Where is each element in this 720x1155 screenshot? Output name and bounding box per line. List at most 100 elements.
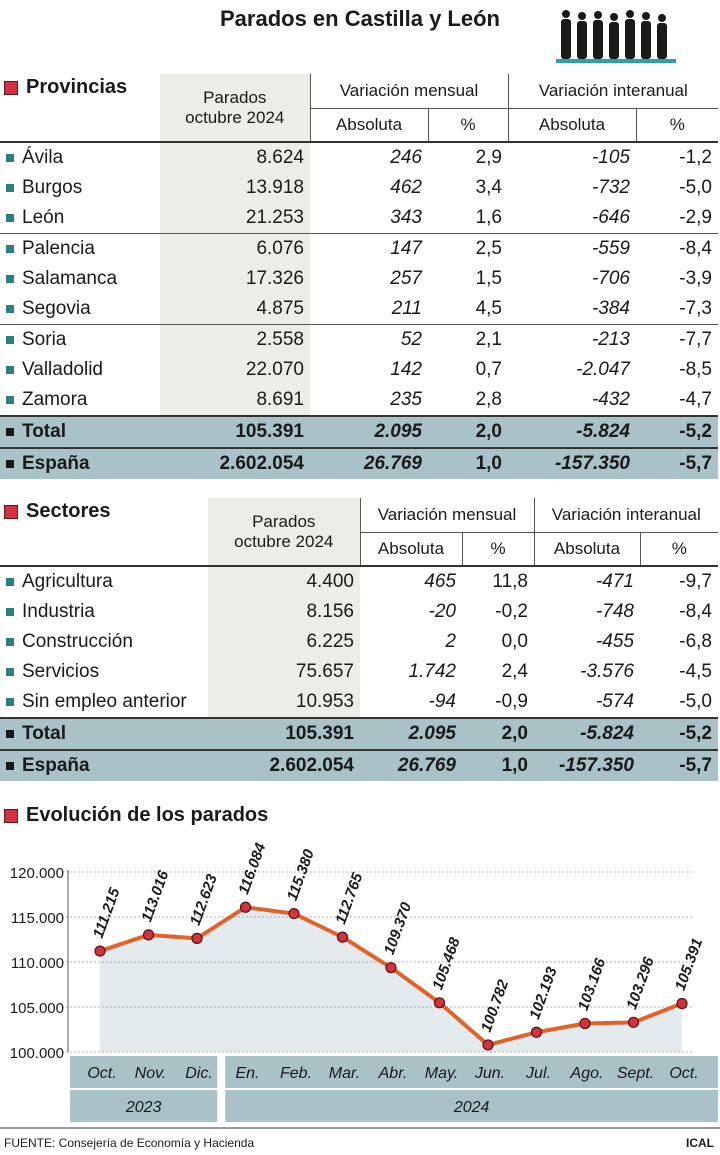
- table-row: Segovia 4.875 211 4,5 -384 -7,3: [0, 294, 718, 325]
- teal-bullet-icon: [6, 395, 14, 404]
- cell-mensual-abs: 235: [390, 389, 422, 410]
- cell-interanual-abs: -471: [534, 565, 640, 597]
- y-tick-label: 105.000: [10, 1000, 64, 1017]
- cell-parados: 8.156: [208, 597, 360, 627]
- cell-interanual-pct: -6,8: [679, 631, 712, 652]
- row-name: Ávila: [0, 141, 160, 173]
- cell-parados: 6.076: [160, 233, 310, 264]
- cell-mensual-pct: 2,0: [428, 415, 508, 448]
- data-point: [142, 929, 155, 941]
- table-row: Soria 2.558 52 2,1 -213 -7,7: [0, 324, 718, 355]
- cell-mensual-abs: 465: [360, 565, 462, 597]
- sub-pct: %: [461, 532, 534, 566]
- cell-mensual-pct: 2,8: [475, 389, 502, 410]
- row-name: Total: [0, 717, 208, 750]
- cell-mensual-abs: 142: [390, 359, 422, 380]
- cell-parados: 4.400: [208, 565, 360, 597]
- x-tick-label: Dic.: [185, 1065, 213, 1082]
- teal-bullet-icon: [6, 577, 14, 586]
- sub-pct: %: [639, 532, 718, 566]
- black-bullet-icon: [6, 761, 14, 770]
- cell-mensual-pct: 2,0: [462, 717, 534, 750]
- x-tick-label: Ago.: [570, 1065, 604, 1082]
- row-name: León: [0, 203, 160, 234]
- col-interanual-header: Variación interanual: [533, 498, 718, 533]
- data-point: [191, 932, 203, 944]
- cell-mensual-abs: 52: [310, 324, 428, 355]
- sectores-heading: Sectores: [4, 500, 111, 523]
- sub-absoluta: Absoluta: [507, 108, 636, 142]
- teal-bullet-icon: [6, 244, 14, 253]
- data-point: [676, 997, 688, 1010]
- cell-mensual-abs: 26.769: [310, 447, 428, 479]
- x-tick-label: Feb.: [280, 1065, 312, 1082]
- espana-row: España 2.602.054 26.769 1,0 -157.350 -5,7: [0, 447, 718, 479]
- data-point: [530, 1026, 543, 1038]
- cell-mensual-pct: 1,0: [428, 447, 508, 479]
- total-row: Total 105.391 2.095 2,0 -5.824 -5,2: [0, 717, 718, 750]
- cell-interanual-pct: -4,7: [679, 389, 712, 410]
- cell-mensual-pct: 1,0: [462, 749, 534, 781]
- cell-parados: 17.326: [160, 264, 310, 294]
- cell-mensual-abs: 462: [390, 177, 422, 198]
- cell-mensual-abs: 246: [310, 141, 428, 173]
- teal-bullet-icon: [6, 697, 14, 706]
- cell-interanual-abs: -706: [591, 268, 630, 289]
- x-axis-band: [225, 1056, 718, 1088]
- source-footer: FUENTE: Consejería de Economía y Haciend…: [4, 1136, 255, 1150]
- x-tick-label: May.: [425, 1065, 458, 1082]
- year-label: 2023: [125, 1099, 162, 1116]
- data-point: [288, 907, 300, 920]
- year-band: [225, 1090, 718, 1122]
- teal-bullet-icon: [6, 667, 14, 676]
- page-title: Parados en Castilla y León: [220, 6, 500, 31]
- col-mensual-header: Variación mensual: [359, 498, 534, 533]
- cell-mensual-pct: 4,5: [475, 298, 502, 319]
- cell-mensual-pct: 2,1: [428, 324, 508, 355]
- red-square-icon: [4, 80, 18, 95]
- table-row: Agricultura 4.400 465 11,8 -471 -9,7: [0, 565, 718, 597]
- cell-mensual-pct: 2,5: [428, 233, 508, 264]
- data-point: [627, 1016, 640, 1028]
- cell-interanual-abs: -157.350: [534, 749, 640, 781]
- table-row: Palencia 6.076 147 2,5 -559 -8,4: [0, 233, 718, 264]
- x-tick-label: Mar.: [329, 1065, 360, 1082]
- row-name: Salamanca: [0, 264, 160, 294]
- col-parados-header: Parados octubre 2024: [208, 498, 360, 566]
- row-name: Burgos: [0, 173, 160, 203]
- cell-mensual-pct: 2,9: [428, 141, 508, 173]
- cell-parados: 21.253: [160, 203, 310, 234]
- data-point: [385, 962, 397, 974]
- cell-interanual-pct: -4,5: [679, 661, 712, 682]
- cell-interanual-abs: -213: [508, 324, 636, 355]
- year-band: [70, 1090, 218, 1122]
- cell-mensual-pct: 2,4: [501, 661, 528, 682]
- cell-interanual-abs: -2.047: [576, 359, 630, 380]
- col-parados-header: Parados octubre 2024: [160, 74, 310, 142]
- cell-parados: 75.657: [208, 657, 360, 687]
- data-point: [336, 931, 349, 943]
- teal-bullet-icon: [6, 274, 14, 283]
- cell-mensual-abs: 2: [445, 631, 456, 652]
- chart-heading: Evolución de los parados: [4, 804, 268, 827]
- cell-parados: 2.558: [160, 324, 310, 355]
- cell-interanual-pct: -5,7: [636, 447, 718, 479]
- cell-interanual-abs: -5.824: [534, 717, 640, 750]
- table-row: Valladolid 22.070 142 0,7 -2.047 -8,5: [0, 355, 718, 385]
- sub-absoluta: Absoluta: [533, 532, 640, 566]
- provincias-heading: Provincias: [4, 76, 127, 99]
- cell-interanual-pct: -5,7: [640, 749, 718, 781]
- cell-mensual-abs: 26.769: [360, 749, 462, 781]
- teal-bullet-icon: [6, 335, 14, 344]
- cell-parados: 22.070: [160, 355, 310, 385]
- sectores-table: Parados octubre 2024 Variación mensual Va…: [0, 498, 718, 781]
- cell-interanual-abs: -559: [508, 233, 636, 264]
- cell-interanual-pct: -8,4: [679, 601, 712, 622]
- cell-interanual-pct: -7,7: [636, 324, 718, 355]
- row-name: Valladolid: [0, 355, 160, 385]
- cell-mensual-pct: 3,4: [475, 177, 502, 198]
- cell-interanual-abs: -3.576: [580, 661, 634, 682]
- cell-interanual-pct: -7,3: [679, 298, 712, 319]
- x-tick-label: Jul.: [525, 1065, 551, 1082]
- row-name: España: [0, 749, 208, 781]
